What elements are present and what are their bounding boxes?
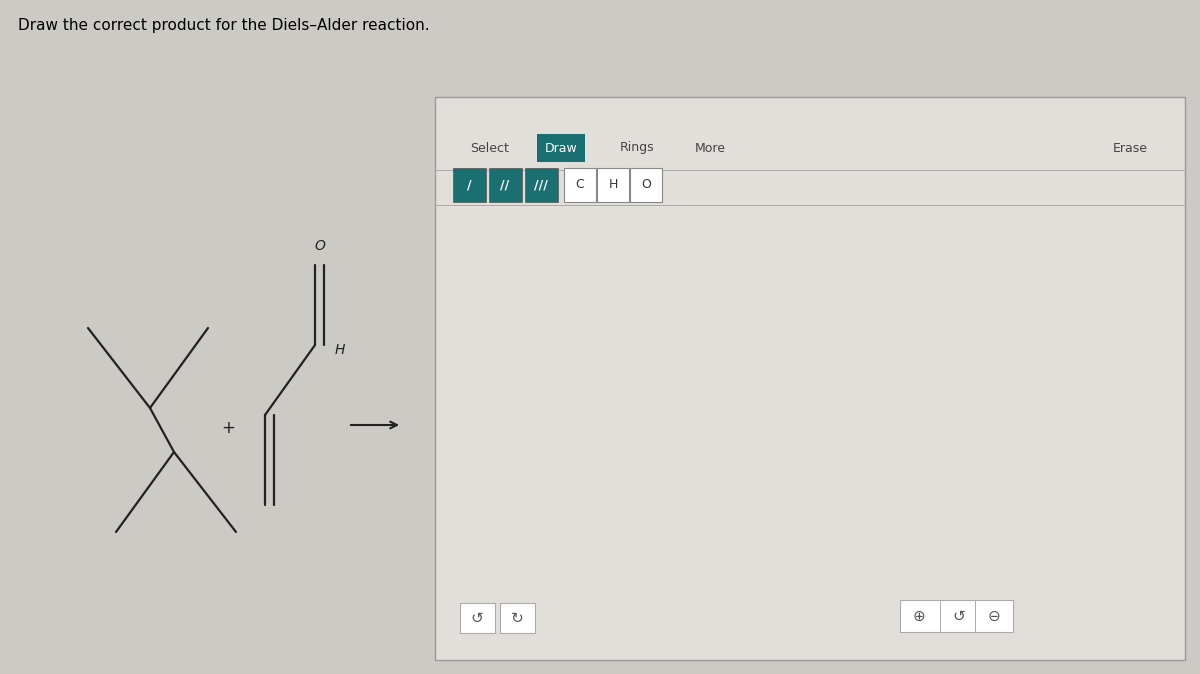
Text: Erase: Erase: [1112, 142, 1147, 154]
Text: Rings: Rings: [619, 142, 654, 154]
Text: /: /: [467, 179, 472, 191]
Text: H: H: [335, 343, 346, 357]
Text: ///: ///: [534, 179, 548, 191]
FancyBboxPatch shape: [454, 168, 486, 202]
FancyBboxPatch shape: [538, 134, 586, 162]
FancyBboxPatch shape: [490, 168, 522, 202]
Text: O: O: [314, 239, 325, 253]
Text: ↺: ↺: [953, 609, 965, 623]
Text: ↺: ↺: [470, 611, 484, 625]
FancyBboxPatch shape: [564, 168, 596, 202]
Text: H: H: [608, 179, 618, 191]
Text: ⊕: ⊕: [913, 609, 925, 623]
Text: C: C: [576, 179, 584, 191]
FancyBboxPatch shape: [630, 168, 662, 202]
Text: Draw the correct product for the Diels–Alder reaction.: Draw the correct product for the Diels–A…: [18, 18, 430, 33]
FancyBboxPatch shape: [500, 603, 535, 633]
FancyBboxPatch shape: [598, 168, 629, 202]
Text: Draw: Draw: [545, 142, 577, 154]
FancyBboxPatch shape: [460, 603, 496, 633]
Text: O: O: [641, 179, 650, 191]
Text: +: +: [221, 419, 235, 437]
Text: ⊖: ⊖: [988, 609, 1001, 623]
Text: Select: Select: [470, 142, 510, 154]
Text: ↻: ↻: [511, 611, 523, 625]
FancyBboxPatch shape: [436, 97, 1186, 660]
Text: More: More: [695, 142, 726, 154]
FancyBboxPatch shape: [900, 600, 1013, 632]
FancyBboxPatch shape: [526, 168, 558, 202]
Text: //: //: [500, 179, 510, 191]
